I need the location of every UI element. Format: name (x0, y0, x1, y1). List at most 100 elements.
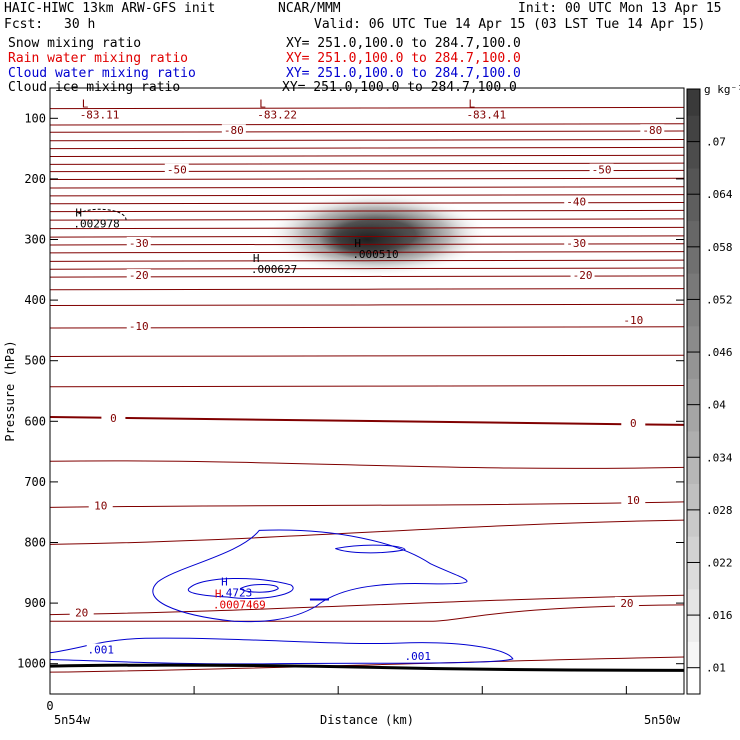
temp-contour-label: -10 (129, 320, 149, 333)
contour-label-bg (570, 269, 595, 282)
temp-contour-line (49, 209, 685, 213)
temp-contour-line (49, 177, 685, 181)
colorbar-segment (687, 615, 700, 642)
extremum-marker: L (82, 97, 89, 110)
x-axis-title: Distance (km) (320, 713, 414, 727)
temp-contour-line (49, 594, 685, 616)
temp-contour-line (49, 106, 685, 110)
temp-contour-line (49, 169, 685, 173)
contour-label-bg (614, 596, 639, 609)
y-tick-label: 500 (24, 354, 46, 368)
extremum-marker: L (468, 97, 475, 110)
temp-contour-line (49, 259, 685, 262)
colorbar-segment (687, 667, 700, 695)
temp-contour-zero (49, 416, 685, 426)
y-axis-title: Pressure (hPa) (3, 340, 17, 441)
extremum-marker: H (75, 206, 82, 219)
temp-contour-label: -80 (224, 124, 244, 137)
contour-label-bg (88, 499, 113, 512)
temp-contour-line (49, 186, 685, 189)
extremum-value: .000510 (352, 248, 398, 261)
temp-contour-line (49, 218, 685, 221)
temp-contour-line (49, 130, 685, 133)
extremum-value: .0007469 (213, 599, 266, 612)
extremum-marker: H (215, 588, 222, 601)
colorbar-segment (687, 194, 700, 222)
cloud-water-contour (335, 544, 406, 554)
colorbar-tick-label: .07 (706, 136, 726, 149)
temp-contour-label: -20 (129, 269, 149, 282)
colorbar-segment (687, 273, 700, 300)
contour-label-bg (589, 163, 614, 176)
colorbar-segment (687, 352, 700, 379)
contour-label-bg (403, 650, 432, 663)
temp-contour-label: -10 (623, 314, 643, 327)
field-name-snow: Snow mixing ratio (8, 36, 142, 51)
extremum-value: .000627 (251, 263, 297, 276)
colorbar-segment (687, 167, 700, 195)
contour-label-bg (564, 195, 589, 208)
temp-contour-label: 10 (627, 494, 640, 507)
colorbar-tick-label: .034 (706, 451, 733, 464)
contour-label-bg (221, 124, 246, 137)
temp-contour-line (49, 226, 685, 230)
colorbar-segment (687, 536, 700, 563)
extremum-value: -83.22 (257, 108, 297, 121)
field-name-cloud-water: Cloud water mixing ratio (8, 66, 196, 81)
temperature-contours (49, 106, 685, 673)
y-tick-label: 900 (24, 596, 46, 610)
model-title: HAIC-HIWC 13km ARW-GFS init (4, 1, 216, 16)
plot-frame (49, 87, 685, 695)
temp-contour-label: -40 (566, 196, 586, 209)
temp-contour-label: -30 (129, 237, 149, 250)
cloud-water-label: .001 (87, 644, 114, 657)
colorbar-segment (687, 220, 700, 248)
colorbar-segment (687, 430, 700, 458)
contour-label-bg (86, 643, 115, 656)
temp-contour-line (49, 303, 685, 307)
extremum-marker: L (259, 97, 266, 110)
y-tick-label: 1000 (17, 657, 46, 671)
colorbar-segment (687, 115, 700, 143)
x-tick-label: 0 (46, 699, 53, 713)
temp-contour-line (49, 354, 685, 357)
colorbar-unit: g kg⁻¹ (704, 83, 740, 96)
temp-contour-line (49, 460, 685, 469)
cloud-water-contour (187, 577, 294, 600)
contour-label-bg (101, 412, 126, 425)
y-tick-label: 400 (24, 293, 46, 307)
temp-contour-line (49, 194, 685, 197)
extremum-value: -83.11 (80, 108, 120, 121)
extremum-value: .4723 (219, 587, 252, 600)
temp-contour-line (49, 123, 685, 126)
temp-contour-label: 20 (75, 607, 88, 620)
extremum-marker: H (253, 252, 260, 265)
temp-contour-label: 10 (94, 499, 107, 512)
temp-contour-line (49, 519, 685, 545)
cloud-water-contour (152, 529, 468, 623)
contour-labels: -80 -80 -50 -50 -40 -30 -30 -20 -20 -10 -10 0 0 10 10 2… (69, 124, 665, 663)
temp-contour-line (49, 501, 685, 508)
extremum-value: .002978 (73, 217, 119, 230)
colorbar-segment (687, 89, 700, 116)
colorbar-segment (687, 246, 700, 274)
x-right-location: 5n50w (644, 713, 681, 727)
extremum-marker: H (354, 237, 361, 250)
y-tick-label: 800 (24, 536, 46, 550)
contour-label-bg (564, 236, 589, 249)
contour-label-bg (69, 606, 94, 619)
temp-contour-line (49, 146, 685, 150)
contour-label-bg (621, 416, 646, 429)
colorbar-tick-label: .052 (706, 293, 733, 306)
temp-contour-label: 0 (110, 412, 117, 425)
y-tick-label: 600 (24, 414, 46, 428)
contour-label-bg (126, 319, 151, 332)
snow-core-region (319, 219, 415, 260)
colorbar-segment (687, 325, 700, 353)
init-time: Init: 00 UTC Mon 13 Apr 15 (518, 1, 722, 16)
colorbar-segment (687, 378, 700, 406)
temp-contour-line (49, 154, 685, 157)
contour-label-bg (126, 269, 151, 282)
extremum-marker: H (221, 576, 228, 589)
